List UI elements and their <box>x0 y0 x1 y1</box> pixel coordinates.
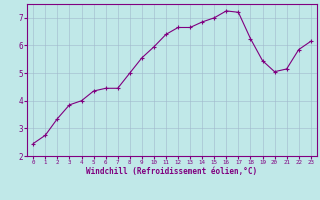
X-axis label: Windchill (Refroidissement éolien,°C): Windchill (Refroidissement éolien,°C) <box>86 167 258 176</box>
